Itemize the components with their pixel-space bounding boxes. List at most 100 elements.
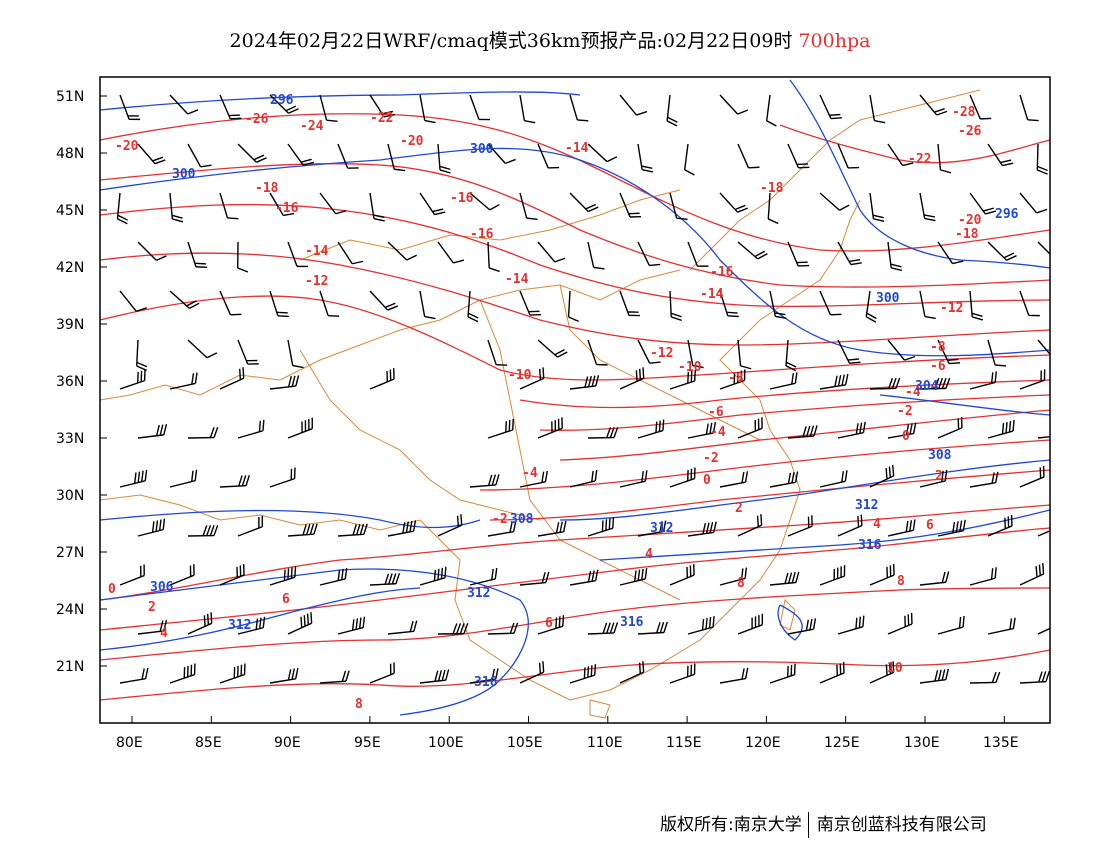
wind-barb-icon: [737, 241, 768, 260]
wind-barb-icon: [519, 470, 548, 488]
axis-ticks: [100, 95, 1005, 723]
wind-barb-icon: [487, 520, 517, 537]
wind-barb-icon: [1019, 290, 1040, 317]
isotherm-label: 2: [735, 501, 743, 516]
wind-barb-icon: [737, 417, 763, 439]
wind-barb-icon: [387, 620, 418, 635]
temperature-labels: -26 -24 -22 -20 -20 -18 -18 -16 -16 -16 …: [108, 105, 982, 712]
isotherm-label: 2: [935, 469, 943, 484]
wind-barb-icon: [683, 143, 695, 176]
isotherm-line: [100, 587, 1050, 661]
isoheight-label: 308: [928, 448, 952, 463]
wind-barb-icon: [469, 192, 500, 211]
lon-tick-label: 110E: [587, 735, 623, 751]
isotherm-label: -6: [708, 405, 724, 420]
wind-barb-icon: [337, 143, 359, 169]
wind-barb-icon: [1037, 436, 1050, 439]
isotherm-line: [100, 527, 1050, 631]
isoheight-label: 312: [855, 498, 878, 513]
border-inner-2: [479, 299, 681, 601]
isotherm-label: 0: [108, 582, 116, 597]
wind-barb-icon: [137, 518, 166, 537]
wind-barb-icon: [1019, 94, 1039, 122]
wind-barb-icon: [969, 671, 1001, 684]
wind-barb-icon: [869, 464, 895, 488]
wind-barb-icon: [987, 420, 1015, 439]
wind-barb-icon: [469, 668, 499, 684]
page-title: 2024年02月22日WRF/cmaq模式36km预报产品:02月22日09时 7…: [0, 26, 1100, 53]
wind-barb-icon: [837, 339, 861, 365]
province-borders: [100, 89, 981, 719]
wind-barb-icon: [119, 290, 147, 312]
isotherm-label: -8: [930, 340, 946, 355]
wind-barb-icon: [437, 143, 451, 174]
wind-barb-icon: [787, 618, 817, 635]
wind-barb-icon: [787, 425, 818, 439]
wind-barb-icon: [819, 373, 849, 390]
wind-barb-icon: [837, 241, 862, 266]
wind-barb-icon: [887, 519, 916, 537]
wind-barb-icon: [687, 422, 717, 439]
wind-barb-icon: [619, 367, 645, 390]
wind-barb-icon: [919, 469, 948, 488]
isoheight-line: [100, 147, 1050, 357]
wind-barb-icon: [637, 241, 661, 267]
border-hainan: [589, 699, 611, 719]
wind-barb-icon: [219, 663, 246, 684]
wind-barb-icon: [287, 417, 313, 439]
wind-barb-icon: [369, 290, 399, 311]
wind-barb-icon: [819, 192, 850, 211]
wind-barb-icon: [937, 519, 966, 537]
wind-barb-icon: [865, 290, 877, 323]
wind-barb-icon: [969, 290, 984, 321]
wind-barb-icon: [837, 615, 865, 635]
isotherm-label: -20: [115, 139, 139, 154]
isotherm-label: 0: [902, 429, 910, 444]
wind-barb-icon: [919, 192, 936, 222]
wind-barb-icon: [969, 192, 997, 215]
wind-barb-icon: [919, 290, 936, 320]
wind-barb-icon: [787, 143, 810, 169]
wind-barb-icon: [487, 339, 508, 366]
isoheight-label: 316: [858, 538, 882, 553]
wind-barb-icon: [819, 565, 846, 586]
wind-barb-icon: [369, 368, 395, 390]
wind-barb-icon: [137, 620, 168, 635]
wind-barb-icon: [669, 467, 696, 488]
wind-barb-icon: [619, 470, 648, 488]
isoheight-line: [789, 79, 1050, 269]
wind-barb-icon: [537, 520, 567, 537]
isoheight-line: [777, 604, 803, 641]
wind-barb-icon: [419, 290, 436, 320]
wind-barb-icon: [269, 192, 295, 217]
wind-barb-icon: [369, 573, 401, 586]
wind-barb-icon: [569, 192, 599, 213]
wind-barb-icon: [837, 143, 860, 169]
isoheight-label: 304: [915, 379, 939, 394]
wind-barb-icon: [419, 192, 446, 216]
wind-barb-icon: [1037, 241, 1050, 255]
border-yunnan: [439, 539, 571, 701]
wind-barb-icon: [119, 469, 148, 488]
copyright-company: 南京创蓝科技有限公司: [816, 815, 987, 835]
border-tibet: [100, 494, 441, 541]
border-taiwan: [779, 598, 796, 631]
isotherm-label: -16: [450, 191, 474, 206]
wind-barb-icon: [719, 192, 749, 213]
wind-barb-icon: [937, 616, 965, 635]
wind-barb-icon: [287, 143, 314, 166]
isotherm-label: -22: [908, 152, 931, 167]
isoheight-line: [100, 587, 421, 651]
wind-barb-icon: [737, 514, 763, 537]
lon-tick-label: 100E: [428, 735, 464, 751]
isoheight-label: 312: [650, 521, 673, 536]
isotherm-label: 10: [887, 661, 903, 676]
isotherm-line: [100, 504, 1050, 601]
wind-barb-icon: [937, 416, 963, 439]
border-northeast: [689, 89, 981, 271]
isoheight-label: 300: [172, 167, 196, 182]
wind-barb-icon: [269, 375, 300, 390]
isotherm-label: -18: [955, 227, 979, 242]
isotherm-label: 8: [897, 574, 905, 589]
